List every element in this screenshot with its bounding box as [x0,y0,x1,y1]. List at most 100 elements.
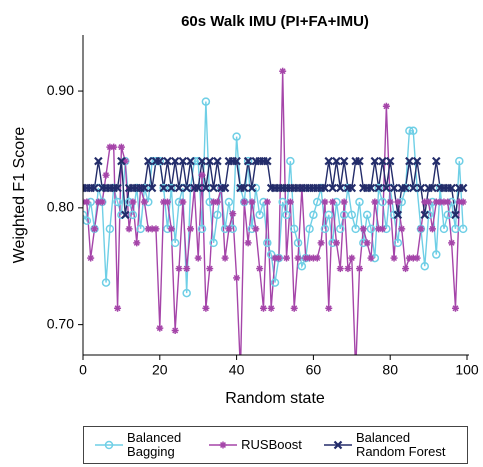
marker [398,225,406,233]
marker [167,183,176,193]
marker [408,183,418,193]
marker-shape [152,225,159,232]
marker-shape [172,327,179,334]
marker-shape [417,225,424,232]
marker-shape [314,255,321,262]
marker [87,254,95,262]
marker [213,198,221,206]
marker-shape [382,183,391,193]
marker [451,210,460,220]
marker [378,156,387,166]
marker-shape [320,183,330,193]
marker [286,198,294,206]
marker-shape [344,265,351,272]
marker-shape [225,225,232,232]
marker-shape [193,183,203,193]
marker [348,254,356,262]
marker-shape [209,238,218,248]
marker [140,183,149,193]
marker [351,224,360,234]
marker [344,265,352,273]
marker-shape [197,156,207,166]
marker [355,197,364,207]
marker-shape [333,440,343,450]
marker [355,156,364,166]
marker-shape [414,255,421,262]
marker [401,183,410,193]
marker-shape [452,305,459,312]
marker [379,225,387,233]
marker [202,304,210,312]
marker [347,210,357,220]
marker [266,250,276,259]
marker-shape [394,199,401,205]
marker [175,265,183,273]
marker-shape [283,255,290,262]
marker-shape [247,183,257,193]
marker-shape [368,255,374,262]
marker-shape [432,156,441,166]
marker [186,156,195,166]
marker-shape [83,210,88,220]
marker-shape [144,156,153,166]
marker-shape [275,255,282,262]
marker [155,156,165,166]
marker-shape [325,305,332,312]
marker [417,225,425,233]
marker-shape [182,288,191,298]
marker [167,225,175,233]
marker-shape [256,265,263,272]
marker [394,198,402,206]
marker [178,156,188,166]
marker-shape [405,156,414,166]
marker [263,156,272,166]
marker [428,225,436,233]
marker [120,210,130,220]
marker-shape [402,265,409,272]
marker [197,224,207,234]
marker [114,304,122,312]
marker [324,156,334,166]
marker [113,183,122,193]
marker [340,198,348,206]
marker [425,198,433,206]
marker [458,183,468,193]
marker-shape [291,305,298,312]
marker [297,261,307,271]
marker-shape [458,183,468,193]
marker [448,239,456,247]
marker-shape [104,440,114,450]
marker-shape [113,183,122,193]
marker-shape [99,199,106,205]
marker [233,274,241,282]
marker-shape [114,305,121,312]
marker [110,143,118,151]
marker [275,254,283,262]
marker-shape [163,156,172,166]
marker-shape [94,156,103,166]
marker-shape [255,210,264,220]
marker [416,183,426,193]
marker [393,210,403,220]
marker [389,183,399,193]
marker-shape [222,255,229,262]
marker-shape [83,199,90,205]
marker [201,183,211,193]
marker [439,224,449,234]
marker-shape [178,156,188,166]
marker-shape [167,183,176,193]
x-tick-label: 80 [382,362,398,378]
marker [125,225,133,233]
legend-icon [323,440,352,450]
marker-shape [220,442,227,448]
legend-item: Balanced Bagging [95,431,187,459]
marker-shape [240,183,249,193]
marker [201,97,211,106]
x-tick-label: 100 [455,362,479,378]
marker [339,156,349,166]
marker-shape [205,156,214,166]
x-tick-label: 20 [152,362,168,378]
marker-shape [336,183,345,193]
marker-shape [252,225,259,232]
marker [443,210,453,220]
